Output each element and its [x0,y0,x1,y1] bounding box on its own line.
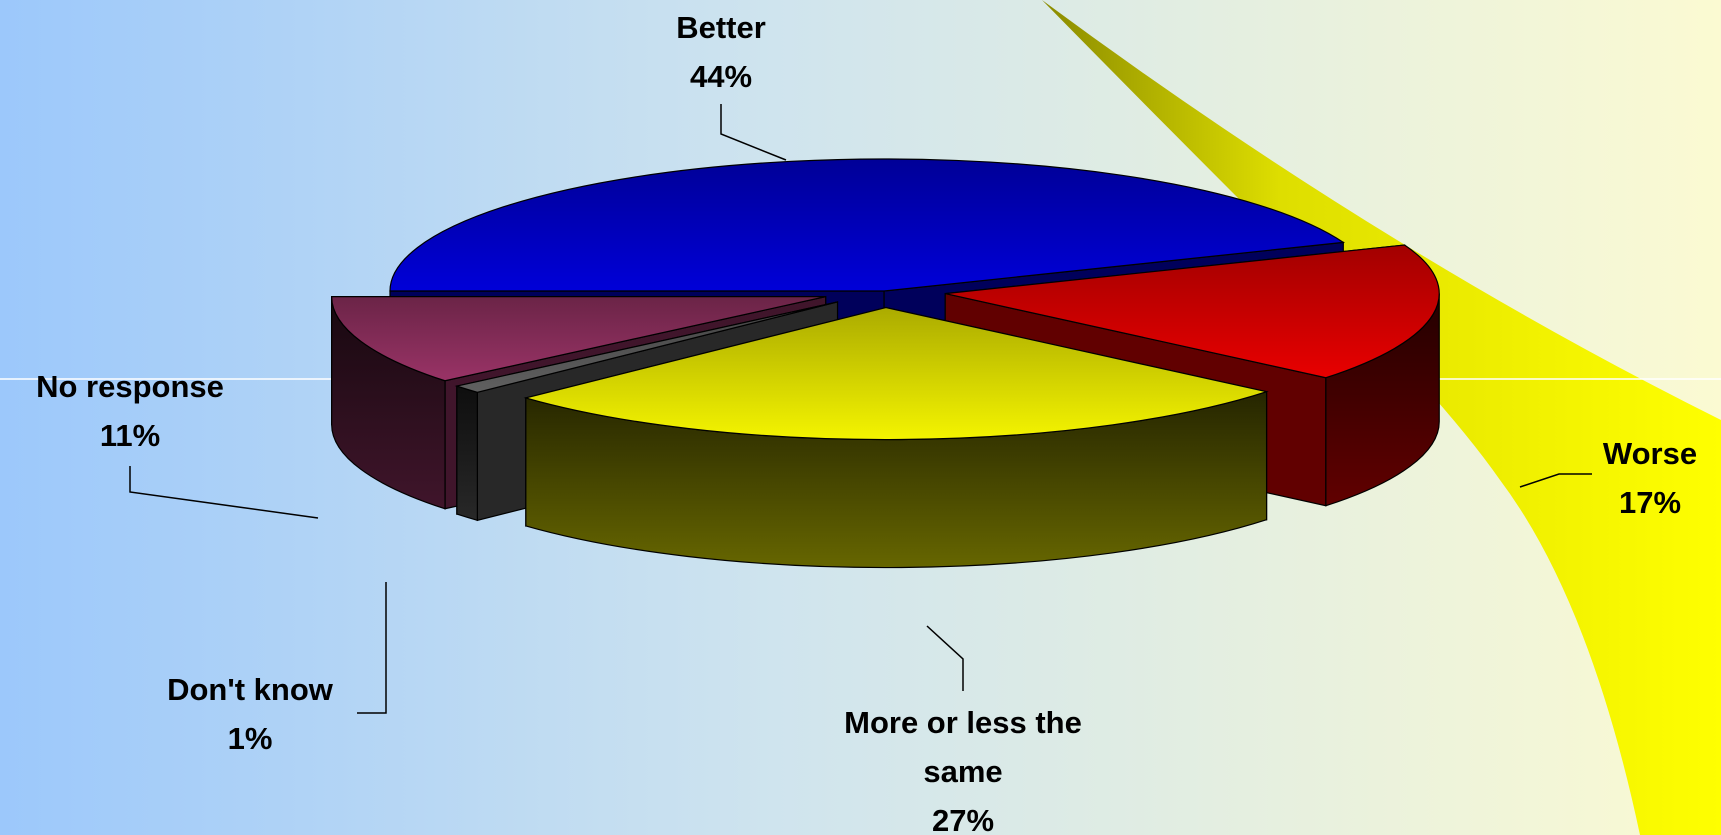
slice-label: Don't know 1% [100,665,400,763]
slice-top [454,301,838,393]
category-label: Don't know [167,672,333,707]
leader-line [129,466,319,519]
leader-line [357,582,387,714]
leader-line [926,625,964,691]
slice-label: Worse 17% [1500,429,1721,527]
slice-label: Better 44% [571,3,871,101]
slice-top [389,158,1346,292]
slice-label: More or less the same 27% [818,698,1108,835]
leader-line [720,104,787,161]
slice-top [945,244,1440,379]
slice-top [331,296,826,382]
slice-top [523,306,1269,441]
slice [523,306,1269,569]
value-label: 17% [1618,485,1682,520]
value-label: 27% [931,803,995,835]
category-label: Worse [1602,436,1698,471]
value-label: 1% [227,721,273,756]
value-label: 11% [99,418,161,453]
decor-swoosh [1042,0,1721,835]
category-label: Better [676,10,766,45]
leaders [129,104,1592,714]
category-label: No response [36,369,224,404]
slice-outer-wall [456,385,478,522]
slice-label: No response 11% [0,362,280,460]
pie [331,158,1440,569]
value-label: 44% [689,59,753,94]
category-label: More or less the same [844,705,1082,789]
leader-line [1519,473,1592,488]
